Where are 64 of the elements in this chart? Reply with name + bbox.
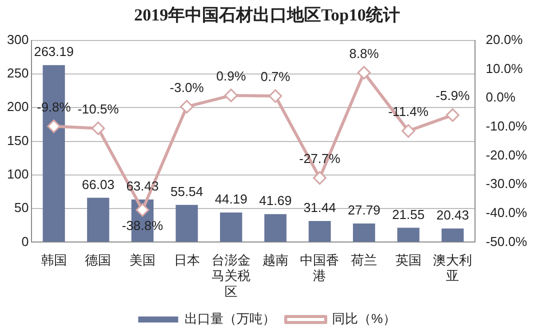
y2-tick-label: -30.0% bbox=[486, 176, 528, 192]
y2-tick-label: -20.0% bbox=[486, 147, 528, 162]
data-label: -5.9% bbox=[436, 88, 470, 104]
point bbox=[91, 122, 105, 136]
y-tick-label: 150 bbox=[6, 132, 29, 148]
bar bbox=[397, 228, 420, 242]
data-label: -11.4% bbox=[388, 104, 429, 119]
y2-tick-label: 10.0% bbox=[486, 60, 524, 76]
y-tick-label: 100 bbox=[6, 166, 29, 182]
bar bbox=[442, 228, 464, 242]
x-tick-label: 日本 bbox=[174, 252, 200, 268]
data-label: -27.7% bbox=[299, 150, 341, 166]
data-label: 0.9% bbox=[216, 68, 246, 84]
y2-tick-label: -40.0% bbox=[486, 204, 528, 220]
point bbox=[268, 89, 282, 103]
point bbox=[224, 88, 238, 102]
point bbox=[402, 124, 416, 138]
bar bbox=[176, 204, 198, 242]
x-tick-label: 澳大利亚 bbox=[433, 252, 472, 284]
data-label: 44.19 bbox=[214, 192, 248, 207]
y-tick-label: 300 bbox=[6, 32, 29, 47]
data-label: 66.03 bbox=[82, 176, 114, 192]
x-tick-label: 台澎金马关税区 bbox=[212, 252, 251, 299]
legend-label: 出口量（万吨） bbox=[184, 311, 276, 326]
y2-tick-label: 20.0% bbox=[486, 32, 524, 47]
x-tick-label: 美国 bbox=[129, 252, 156, 268]
x-tick-label: 中国香港 bbox=[300, 252, 340, 284]
bar bbox=[308, 221, 331, 242]
x-tick-label: 荷兰 bbox=[351, 252, 378, 268]
bar bbox=[352, 224, 376, 242]
bar bbox=[87, 198, 110, 242]
data-label: 27.79 bbox=[348, 202, 380, 218]
data-label: 20.43 bbox=[436, 208, 469, 223]
y-tick-label: 50 bbox=[14, 200, 29, 216]
x-tick-label: 越南 bbox=[262, 252, 288, 268]
y-tick-label: 250 bbox=[6, 66, 29, 81]
point bbox=[312, 171, 326, 185]
x-tick-label: 韩国 bbox=[40, 252, 67, 268]
y-tick-label: 0 bbox=[21, 234, 29, 249]
point bbox=[136, 203, 150, 217]
data-label: -3.0% bbox=[170, 80, 204, 95]
data-label: -10.5% bbox=[78, 101, 120, 116]
data-label: 63.43 bbox=[126, 178, 159, 194]
data-label: 8.8% bbox=[349, 46, 380, 61]
legend-label: 同比（%） bbox=[332, 311, 396, 326]
data-label: 41.69 bbox=[259, 193, 292, 208]
y2-tick-label: -10.0% bbox=[486, 118, 528, 134]
x-tick-label: 英国 bbox=[395, 252, 422, 268]
y2-tick-label: 0.0% bbox=[486, 90, 516, 105]
point bbox=[446, 108, 460, 122]
bar bbox=[264, 214, 286, 242]
data-label: 0.7% bbox=[260, 69, 291, 84]
point bbox=[357, 66, 371, 80]
y2-tick-label: -50.0% bbox=[486, 234, 528, 249]
data-label: 31.44 bbox=[303, 200, 336, 216]
y-tick-label: 200 bbox=[6, 99, 29, 114]
data-label: 263.19 bbox=[34, 44, 74, 60]
point bbox=[47, 120, 61, 134]
data-label: 21.55 bbox=[392, 206, 425, 222]
x-tick-label: 德国 bbox=[85, 252, 112, 268]
data-label: 55.54 bbox=[170, 184, 204, 199]
bar bbox=[220, 212, 242, 242]
point bbox=[180, 100, 194, 114]
chart-title: 2019年中国石材出口地区Top10统计 bbox=[134, 6, 400, 25]
